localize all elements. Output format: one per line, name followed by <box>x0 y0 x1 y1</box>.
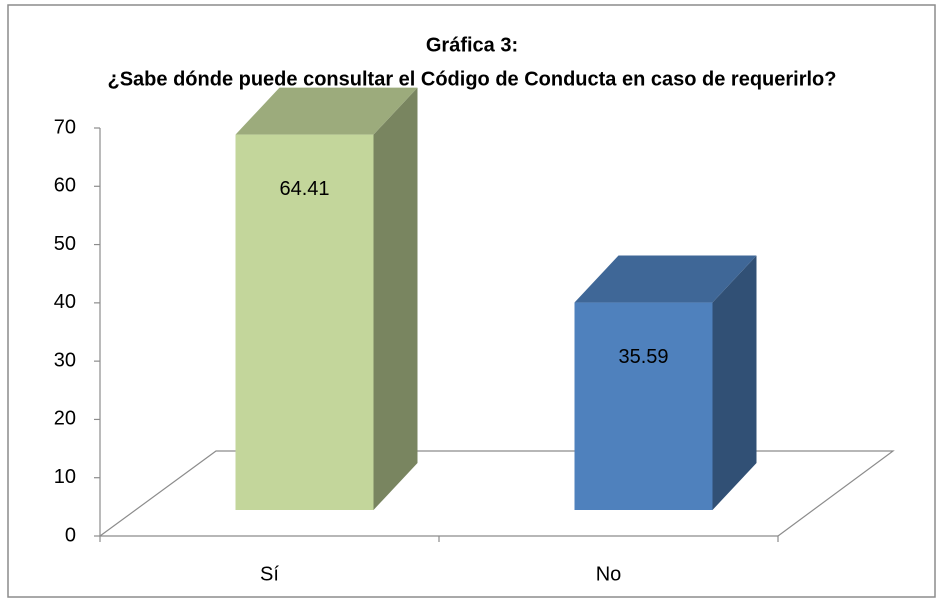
floor <box>99 450 895 537</box>
bar-top <box>574 255 757 303</box>
y-tick-label: 50 <box>54 233 76 255</box>
x-tick-label: Sí <box>260 563 279 585</box>
bar-top <box>235 87 418 135</box>
x-tick-label: No <box>596 563 622 585</box>
y-tick-label: 40 <box>54 291 76 313</box>
chart-subtitle: ¿Sabe dónde puede consultar el Código de… <box>108 68 837 90</box>
chart-border <box>7 4 936 598</box>
bar <box>235 134 374 510</box>
y-tick-label: 30 <box>54 349 76 371</box>
value-label: 64.41 <box>279 178 329 200</box>
y-tick-label: 0 <box>65 524 76 546</box>
bar <box>574 302 713 510</box>
y-tick-label: 60 <box>54 175 76 197</box>
value-label: 35.59 <box>618 346 668 368</box>
bar-side <box>712 255 757 510</box>
bar-side <box>373 87 418 510</box>
chart-title: Gráfica 3: <box>426 34 518 56</box>
y-tick-label: 20 <box>54 408 76 430</box>
y-tick-label: 10 <box>54 466 76 488</box>
y-tick-label: 70 <box>54 116 76 138</box>
